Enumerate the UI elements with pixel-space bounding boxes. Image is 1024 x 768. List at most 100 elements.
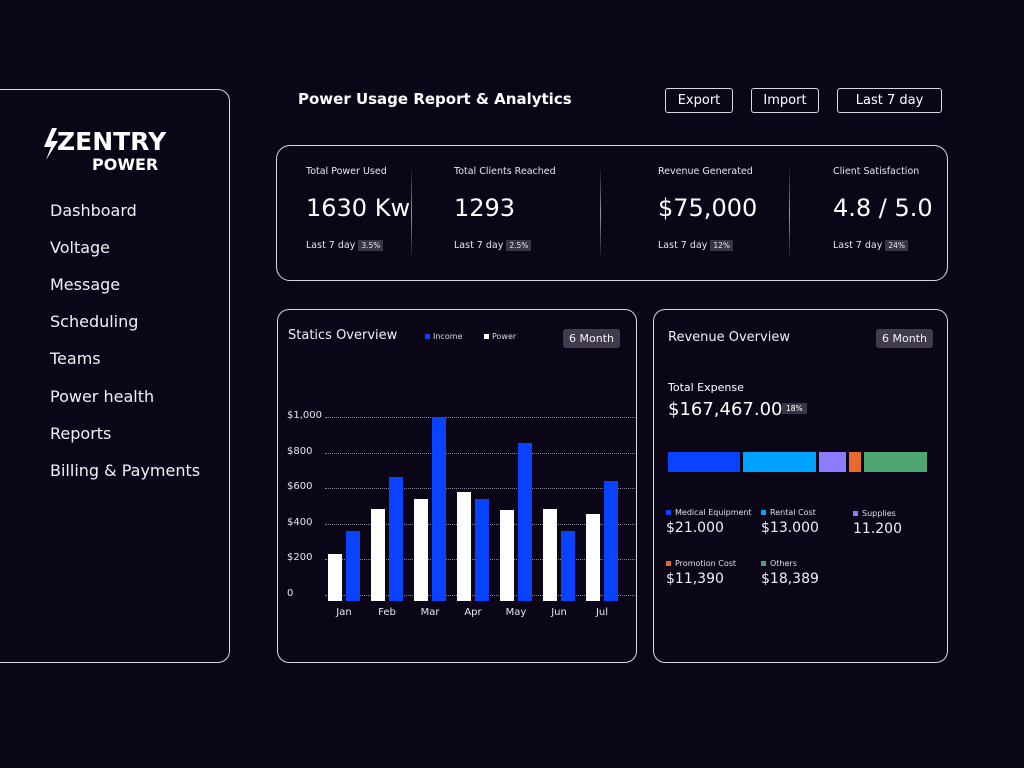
stat-label: Total Power Used (306, 166, 387, 177)
change-badge: 12% (710, 240, 734, 251)
sidebar-item-voltage[interactable]: Voltage (50, 238, 111, 257)
legend-label: Others (770, 559, 797, 568)
expense-segment-promotion (849, 452, 861, 472)
legend-others: Others (761, 559, 797, 568)
period-text: Last 7 day (454, 240, 504, 251)
y-tick-label: $400 (287, 516, 313, 528)
y-tick-label: $200 (287, 552, 313, 564)
logo-line1: ZENTRY (57, 127, 167, 156)
sidebar (0, 89, 230, 663)
revenue-overview-card: Revenue Overview 6 Month Total Expense $… (653, 309, 948, 663)
swatch (761, 510, 766, 515)
legend-label: Supplies (862, 509, 896, 518)
bar-power-jun (543, 509, 557, 601)
statics-title: Statics Overview (288, 328, 398, 343)
stat-period: Last 7 day 24% (833, 240, 909, 251)
divider (411, 166, 412, 261)
legend-label: Promotion Cost (675, 559, 737, 568)
bar-power-mar (414, 498, 428, 601)
x-tick-label: May (505, 607, 527, 618)
legend-label: Medical Equipment (675, 508, 752, 517)
export-button[interactable]: Export (665, 88, 733, 113)
expense-segment-rental (743, 452, 816, 472)
swatch (761, 561, 766, 566)
legend-income: Income (425, 332, 462, 341)
legend-promotion-cost: Promotion Cost (666, 559, 736, 568)
stat-value: 4.8 / 5.0 (833, 194, 933, 222)
bar-income-jun (561, 530, 575, 601)
date-range-button[interactable]: Last 7 day (837, 88, 942, 113)
stat-period: Last 7 day 2.5% (454, 240, 532, 251)
sidebar-item-scheduling[interactable]: Scheduling (50, 312, 139, 331)
swatch (666, 510, 671, 515)
x-tick-label: Apr (464, 607, 482, 618)
income-swatch (425, 334, 430, 339)
stat-label: Revenue Generated (658, 166, 753, 177)
y-tick-label: $800 (287, 445, 313, 457)
swatch (666, 561, 671, 566)
stat-period: Last 7 day 3.5% (306, 240, 384, 251)
y-tick-label: $1,000 (287, 410, 322, 421)
period-text: Last 7 day (833, 240, 883, 251)
change-badge: 3.5% (358, 240, 384, 251)
expense-segment-supplies (819, 452, 846, 472)
bar-income-jan (346, 530, 360, 601)
legend-power: Power (484, 332, 516, 341)
legend-label: Rental Cost (770, 508, 816, 517)
x-tick-label: Feb (378, 607, 396, 618)
bar-income-may (518, 442, 532, 601)
legend-rental-cost: Rental Cost (761, 508, 816, 517)
value-promotion-cost: $11,390 (666, 571, 724, 587)
legend-label: Power (492, 332, 517, 341)
legend-supplies: Supplies (853, 509, 896, 518)
logo-line2: POWER (92, 155, 158, 174)
value-others: $18,389 (761, 571, 819, 587)
sidebar-item-dashboard[interactable]: Dashboard (50, 201, 137, 220)
divider (789, 166, 790, 261)
y-tick-label: $600 (287, 481, 313, 493)
sidebar-item-teams[interactable]: Teams (50, 349, 101, 368)
x-tick-label: Jun (551, 607, 567, 618)
statics-overview-card: Statics Overview Income Power 6 Month (277, 309, 637, 663)
stat-value: 1630 Kw (306, 194, 411, 222)
bar-income-jul (604, 481, 618, 601)
bar-power-jul (586, 514, 600, 601)
bar-power-feb (371, 509, 385, 601)
sidebar-item-billing[interactable]: Billing & Payments (50, 461, 201, 480)
import-button[interactable]: Import (751, 88, 819, 113)
value-supplies: 11.200 (853, 521, 902, 537)
total-expense-value: $167,467.00 (668, 399, 783, 420)
bar-power-jan (328, 554, 342, 601)
gridline (325, 488, 635, 490)
page-title: Power Usage Report & Analytics (298, 90, 572, 108)
sidebar-item-power-health[interactable]: Power health (50, 387, 155, 406)
period-text: Last 7 day (306, 240, 356, 251)
x-tick-label: Mar (420, 607, 440, 618)
y-tick-label: 0 (287, 588, 294, 599)
statics-range-button[interactable]: 6 Month (563, 329, 620, 348)
total-expense-label: Total Expense (668, 381, 744, 394)
sidebar-item-reports[interactable]: Reports (50, 424, 112, 443)
revenue-title: Revenue Overview (668, 330, 790, 345)
lightning-icon (44, 128, 58, 160)
stat-period: Last 7 day 12% (658, 240, 734, 251)
zentry-power-logo: ZENTRY POWER (44, 127, 167, 174)
sidebar-item-message[interactable]: Message (50, 275, 121, 294)
expense-change-badge: 18% (782, 403, 807, 414)
value-rental-cost: $13.000 (761, 520, 819, 536)
x-tick-label: Jul (595, 607, 609, 618)
revenue-range-button[interactable]: 6 Month (876, 329, 933, 348)
expense-segment-medical (668, 452, 740, 472)
stat-value: $75,000 (658, 194, 758, 222)
power-swatch (484, 334, 489, 339)
expense-segment-others (864, 452, 927, 472)
stat-value: 1293 (454, 194, 516, 222)
gridline (325, 452, 635, 454)
gridline (325, 417, 635, 418)
x-tick-label: Jan (336, 607, 352, 618)
swatch (853, 511, 858, 516)
bar-income-mar (432, 417, 446, 601)
bar-income-apr (475, 498, 489, 601)
stat-label: Total Clients Reached (454, 166, 556, 177)
value-medical-equipment: $21.000 (666, 520, 724, 536)
